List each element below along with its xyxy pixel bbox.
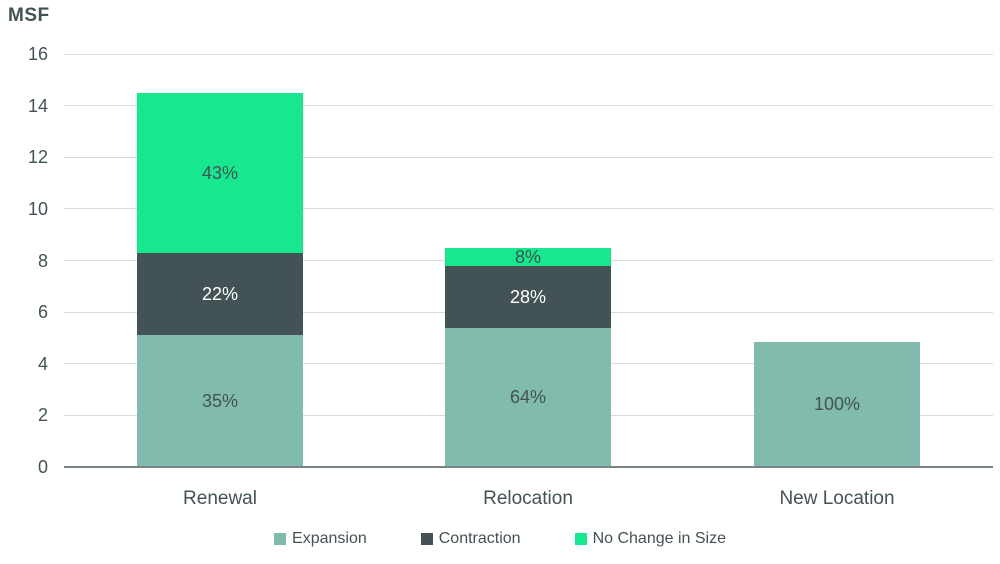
plot-area: 35% 22% 43% 64% 28% 8% 100%: [64, 53, 993, 468]
bar-segment: 64%: [445, 327, 611, 467]
y-tick-label: 4: [37, 353, 48, 374]
y-tick-label: 10: [27, 198, 48, 219]
gridline: [64, 105, 993, 107]
legend-item: Expansion: [274, 530, 367, 548]
legend-label: Expansion: [292, 530, 367, 547]
bar-segment: 22%: [137, 252, 303, 336]
bar-segment: 100%: [754, 341, 920, 467]
y-tick-label: 8: [37, 250, 48, 271]
legend-swatch: [274, 533, 287, 545]
bar-segment: 8%: [445, 246, 611, 267]
bar-segment: 35%: [137, 335, 303, 467]
legend-label: Contraction: [438, 530, 521, 547]
x-category-label: New Location: [779, 488, 895, 509]
bar-segment: 43%: [137, 92, 303, 253]
legend-swatch: [574, 533, 587, 545]
x-category-label: Renewal: [183, 488, 257, 509]
segment-value-label: 8%: [514, 246, 541, 267]
segment-value-label: 28%: [509, 286, 547, 307]
segment-value-label: 35%: [201, 391, 239, 412]
legend-item: Contraction: [420, 530, 521, 548]
legend-item: No Change in Size: [574, 530, 726, 548]
y-tick-label: 14: [27, 95, 48, 116]
segment-value-label: 100%: [813, 394, 861, 415]
y-tick-label: 0: [37, 457, 48, 477]
x-category-label: Relocation: [483, 488, 573, 509]
segment-value-label: 22%: [201, 284, 239, 305]
y-axis: 0 2 4 6 8 10 12 14 16: [0, 44, 48, 477]
y-tick-label: 16: [27, 44, 48, 64]
legend-swatch: [420, 533, 433, 545]
y-tick-label: 2: [37, 405, 48, 426]
segment-value-label: 64%: [509, 387, 547, 408]
y-tick-label: 6: [37, 302, 48, 323]
legend: Expansion Contraction No Change in Size: [0, 530, 1000, 548]
segment-value-label: 43%: [201, 162, 239, 183]
y-tick-label: 12: [27, 147, 48, 168]
legend-label: No Change in Size: [592, 530, 726, 547]
bar-segment: 28%: [445, 265, 611, 328]
y-axis-title: MSF: [8, 5, 50, 26]
x-axis-line: [64, 466, 993, 468]
gridline: [64, 53, 993, 55]
gridline: [64, 208, 993, 210]
gridline: [64, 156, 993, 158]
